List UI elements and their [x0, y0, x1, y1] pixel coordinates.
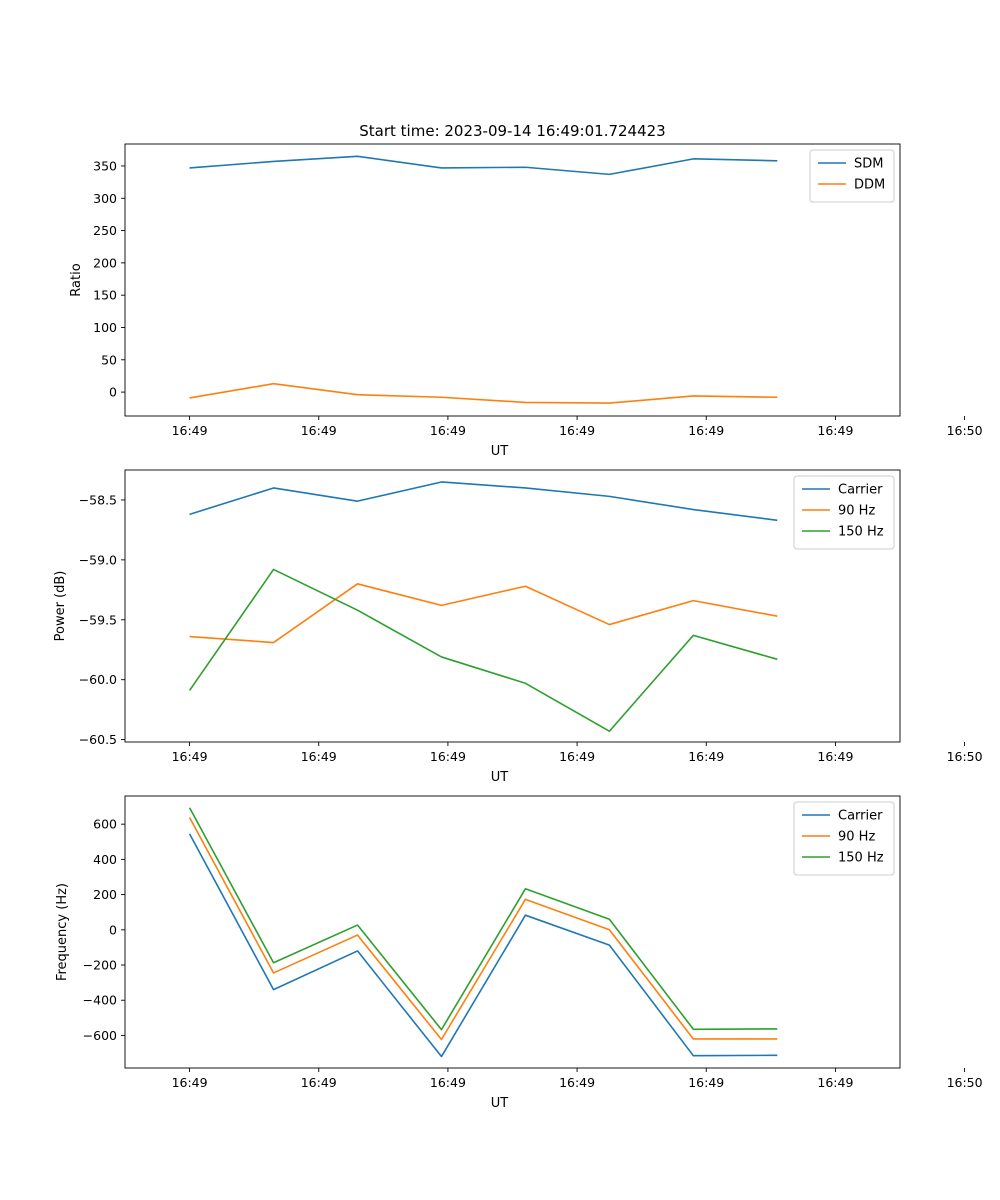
y-tick-label: −200 — [83, 958, 117, 973]
x-axis-label: UT — [491, 1096, 509, 1111]
x-tick-label: 16:49 — [817, 1075, 853, 1090]
legend-entry: SDM — [854, 157, 883, 172]
x-tick-label: 16:49 — [172, 749, 208, 764]
series-line-ddm — [189, 382, 778, 404]
chart-panel-2: 16:49 16:49 16:49 16:49 16:49 16:49 16:50 −60.5… — [53, 469, 983, 785]
series-line-90-hz — [188, 817, 778, 1041]
x-tick-label: 16:50 — [947, 749, 983, 764]
y-tick-label: −58.5 — [79, 492, 117, 507]
y-tick-label: 200 — [93, 887, 117, 902]
series-line-sdm — [189, 155, 778, 176]
x-tick-label: 16:50 — [947, 423, 983, 438]
legend-entry: Carrier — [838, 483, 883, 498]
series-line-150-hz — [188, 807, 778, 1031]
chart-panels: 16:49 16:49 16:49 16:49 16:49 16:49 16:50 0 50 10… — [53, 143, 983, 1111]
y-axis-label: Ratio — [69, 263, 84, 296]
y-tick-label: 200 — [93, 255, 117, 270]
series-line-carrier — [189, 481, 778, 522]
y-tick-label: 250 — [93, 223, 117, 238]
legend-entry: 150 Hz — [838, 851, 884, 866]
legend: Carrier 90 Hz 150 Hz — [793, 801, 895, 876]
x-tick-label: 16:49 — [688, 1075, 724, 1090]
legend-entry: 90 Hz — [838, 830, 875, 845]
plot-area-frame — [124, 795, 901, 1069]
x-tick-label: 16:49 — [172, 423, 208, 438]
x-tick-label: 16:49 — [817, 423, 853, 438]
legend-entry: DDM — [854, 178, 885, 193]
x-tick-label: 16:49 — [688, 423, 724, 438]
x-tick-label: 16:49 — [688, 749, 724, 764]
y-tick-label: 0 — [109, 922, 117, 937]
legend: Carrier 90 Hz 150 Hz — [793, 475, 895, 550]
y-axis-label: Power (dB) — [53, 571, 68, 642]
figure-title: Start time: 2023-09-14 16:49:01.724423 — [359, 122, 665, 140]
y-tick-label: −400 — [83, 993, 117, 1008]
y-axis-label: Frequency (Hz) — [55, 883, 70, 981]
legend-entry: Carrier — [838, 809, 883, 824]
x-tick-label: 16:50 — [947, 1075, 983, 1090]
x-tick-label: 16:49 — [301, 749, 337, 764]
y-tick-label: 150 — [93, 288, 117, 303]
y-tick-label: 0 — [109, 385, 117, 400]
y-tick-label: −59.0 — [79, 552, 117, 567]
x-tick-label: 16:49 — [430, 749, 466, 764]
plot-area-frame — [124, 469, 901, 743]
x-tick-label: 16:49 — [172, 1075, 208, 1090]
chart-panel-3: 16:49 16:49 16:49 16:49 16:49 16:49 16:50 −600 −… — [55, 795, 983, 1111]
x-tick-label: 16:49 — [559, 749, 595, 764]
series-line-90-hz — [189, 583, 778, 644]
x-tick-label: 16:49 — [430, 1075, 466, 1090]
y-tick-label: 100 — [93, 320, 117, 335]
legend-entry: 90 Hz — [838, 504, 875, 519]
plot-area-frame — [124, 143, 901, 417]
x-tick-label: 16:49 — [301, 423, 337, 438]
y-tick-label: 600 — [93, 817, 117, 832]
x-axis-label: UT — [491, 444, 509, 459]
y-tick-label: −60.0 — [79, 672, 117, 687]
legend: SDM DDM — [809, 149, 895, 203]
y-tick-label: −59.5 — [79, 612, 117, 627]
x-tick-label: 16:49 — [301, 1075, 337, 1090]
x-tick-label: 16:49 — [559, 423, 595, 438]
series-line-carrier — [188, 833, 778, 1058]
y-tick-label: −600 — [83, 1028, 117, 1043]
x-tick-label: 16:49 — [817, 749, 853, 764]
x-axis-label: UT — [491, 770, 509, 785]
y-tick-label: 400 — [93, 852, 117, 867]
chart-panel-1: 16:49 16:49 16:49 16:49 16:49 16:49 16:50 0 50 10… — [69, 143, 983, 459]
y-tick-label: 350 — [93, 158, 117, 173]
series-line-150-hz — [188, 568, 778, 733]
x-tick-label: 16:49 — [559, 1075, 595, 1090]
y-tick-label: 300 — [93, 191, 117, 206]
legend-entry: 150 Hz — [838, 525, 884, 540]
y-tick-label: −60.5 — [79, 732, 117, 747]
y-tick-label: 50 — [101, 352, 117, 367]
x-tick-label: 16:49 — [430, 423, 466, 438]
